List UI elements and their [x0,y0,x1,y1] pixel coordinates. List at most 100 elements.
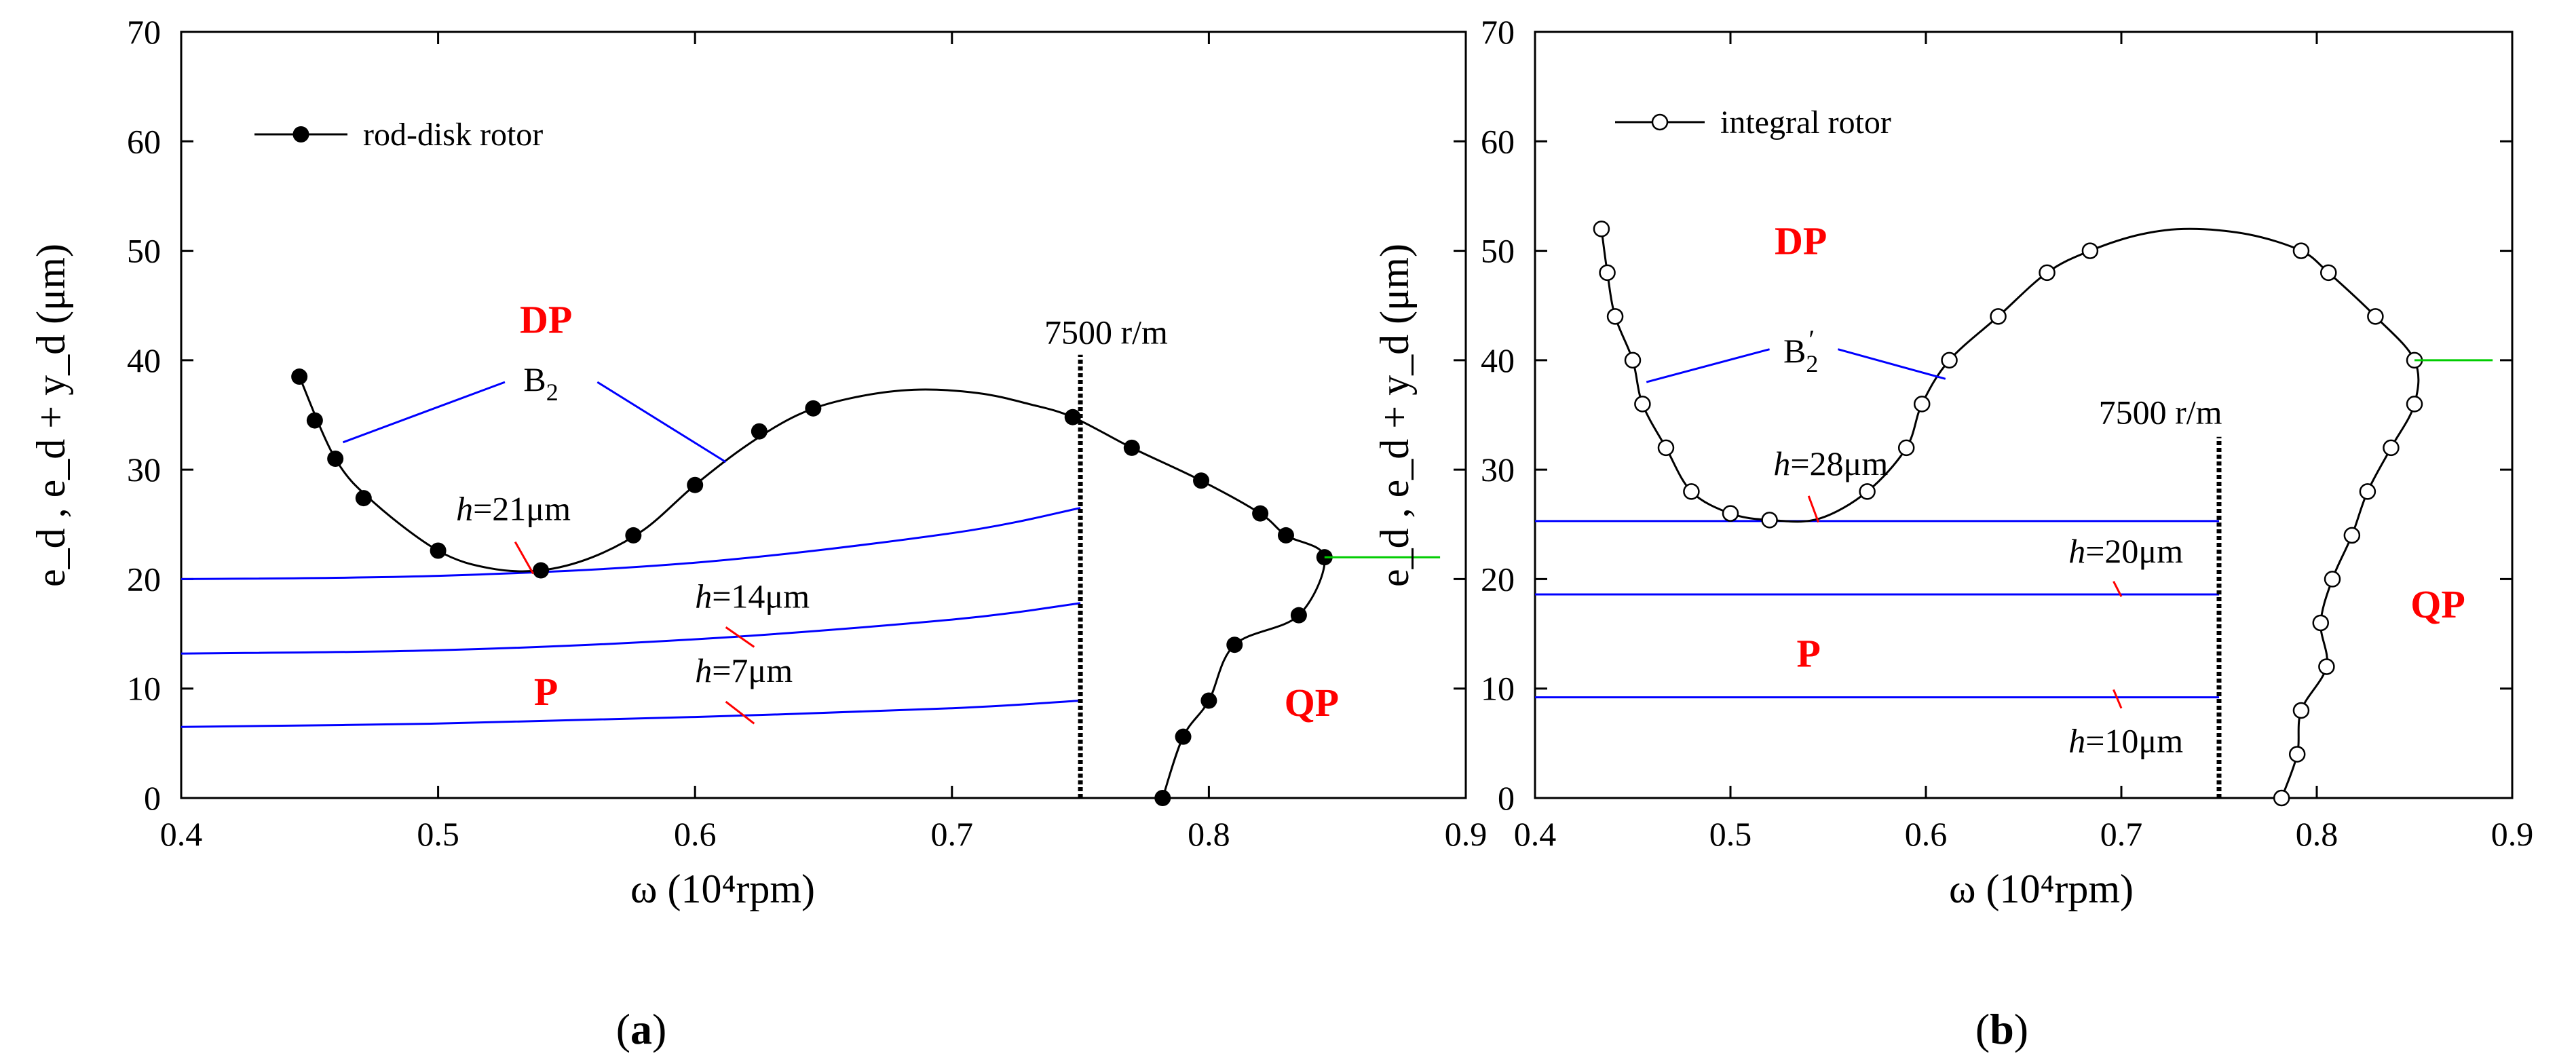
data-point [1913,396,1931,413]
y-tick-label: 40 [127,341,161,379]
data-point [1064,408,1081,425]
panel-label-open: ( [1975,1005,1990,1053]
x-tick-label: 0.8 [2296,815,2338,853]
y-tick-label: 30 [127,451,161,489]
data-point [1252,505,1269,522]
x-tick-label: 0.5 [417,815,459,853]
data-point [1226,636,1243,653]
panel-label: (b) [1975,1005,2028,1053]
b-label: B2′ [1783,324,1818,377]
b-pointer-line [1646,348,1770,383]
x-tick-label: 0.6 [1905,815,1948,853]
data-point [1193,472,1210,489]
data-point [1859,483,1876,500]
data-point [306,412,323,429]
b-label-letter: B [523,360,546,398]
data-point [291,368,308,385]
speed-label: 7500 r/m [2099,393,2222,431]
legend-label: integral rotor [1720,104,1891,140]
y-axis-label: e_d , e_d + y_d (μm) [1372,244,1417,587]
data-point [1606,308,1624,325]
data-point [1634,396,1651,413]
data-point [1277,527,1294,544]
panel-label-letter: b [1990,1005,2014,1053]
x-tick-label: 0.7 [931,815,974,853]
y-axis-label: e_d , e_d + y_d (μm) [29,244,73,587]
data-point [2359,483,2376,500]
data-point [687,476,704,493]
region-label: P [1796,631,1820,675]
data-point [2312,614,2330,632]
h-label-marker [2113,689,2123,709]
data-point [1657,439,1675,457]
series-line [298,376,1326,799]
h-label-marker [514,541,535,575]
region-label: QP [2410,582,2465,626]
data-point [1200,692,1217,709]
data-point [1683,483,1700,500]
data-point [2367,308,2384,325]
region-label: DP [520,298,572,342]
panel-label-close: ) [2014,1005,2028,1053]
data-point [2406,396,2423,413]
data-point [1123,439,1140,456]
y-tick-label: 0 [144,779,161,817]
h-label-marker [2113,581,2123,597]
y-tick-label: 60 [127,122,161,160]
h-label: h=10μm [2068,721,2183,759]
x-tick-label: 0.7 [2100,815,2143,853]
data-point [2288,746,2306,763]
h-label-marker [725,700,755,725]
data-point [2081,242,2099,259]
boundary-curve [181,507,1081,580]
data-point [1316,549,1333,566]
x-tick-label: 0.8 [1188,815,1230,853]
data-point [1897,439,1915,457]
h-label-marker [725,626,755,648]
b-pointer-line [596,381,727,463]
data-point [2292,702,2310,719]
data-point [1154,790,1171,806]
h-label: h=14μm [695,577,810,615]
b-pointer-line [342,381,506,444]
data-point [1624,352,1642,369]
data-point [2383,439,2400,457]
panel-label-open: ( [616,1005,630,1053]
y-tick-label: 50 [1481,232,1515,270]
y-tick-label: 20 [127,560,161,598]
x-tick-label: 0.4 [160,815,203,853]
y-tick-label: 70 [1481,13,1515,51]
h-label-value: =14μm [712,577,810,615]
h-label-value: =28μm [1790,444,1888,482]
y-tick-label: 40 [1481,341,1515,379]
b-label: B2 [523,360,558,406]
data-point [2320,264,2337,282]
x-tick-label: 0.9 [1445,815,1488,853]
b-label-letter: B [1783,332,1806,370]
x-tick-label: 0.9 [2491,815,2534,853]
h-label-symbol: h [2068,532,2085,570]
b-pointer-line [1838,348,1946,380]
legend-marker [292,126,309,142]
data-point [1722,505,1739,522]
region-label: QP [1285,681,1340,725]
h-label: h=21μm [456,489,571,527]
h-label-symbol: h [1773,444,1790,482]
y-tick-label: 70 [127,13,161,51]
region-label: P [534,670,558,714]
series-line [1600,227,2420,799]
y-tick-label: 0 [1498,779,1515,817]
data-point [1290,607,1307,624]
y-tick-label: 30 [1481,451,1515,489]
data-point [2273,789,2290,807]
data-point [355,490,372,507]
data-point [2318,658,2335,675]
y-tick-label: 10 [1481,670,1515,708]
y-tick-label: 60 [1481,122,1515,160]
h-label-marker [1807,495,1820,523]
data-point [2292,242,2310,259]
h-label-value: =21μm [473,489,571,527]
y-tick-label: 10 [127,670,161,708]
legend-marker [1651,113,1669,131]
